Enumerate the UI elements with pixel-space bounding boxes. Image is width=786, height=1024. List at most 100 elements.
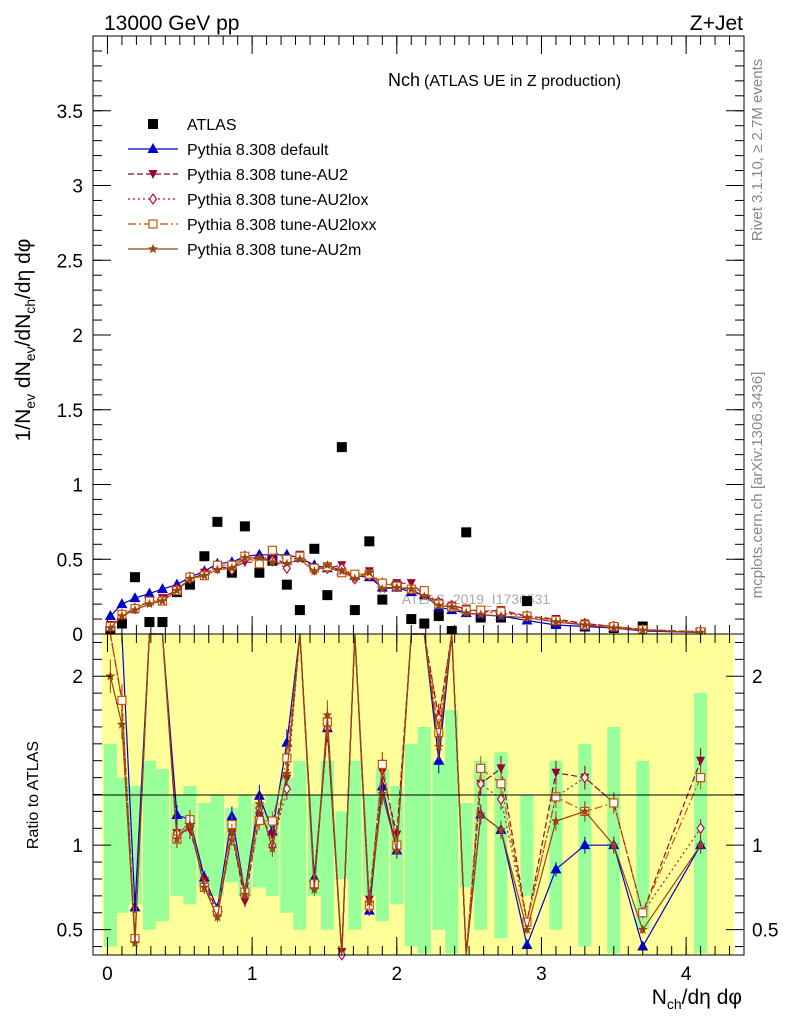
ratio-point	[579, 806, 590, 816]
legend-label: Pythia 8.308 tune-AU2	[187, 167, 348, 184]
data-point	[349, 605, 360, 616]
ratio-point	[267, 816, 277, 826]
ratio-point	[496, 779, 506, 789]
data-point	[406, 614, 417, 625]
ratio-point	[377, 759, 387, 769]
data-point	[116, 598, 128, 609]
header-right: Z+Jet	[690, 12, 743, 35]
data-point	[240, 552, 250, 562]
ratio-y-axis-label: Ratio to ATLAS	[25, 741, 42, 849]
ratio-point	[391, 845, 402, 855]
ratio-point	[212, 912, 223, 922]
ratio-point	[129, 901, 141, 912]
data-point	[239, 521, 250, 532]
data-point	[522, 596, 532, 607]
ratio-point	[696, 756, 706, 766]
ratio-point	[171, 809, 183, 820]
data-point	[406, 583, 417, 594]
y-tick-label: 2	[72, 326, 83, 347]
ratio-axes: 0.5 0.5 1 1 2 2 0 1 2 3 4	[57, 634, 778, 985]
stat-band	[142, 760, 156, 930]
stat-band	[293, 760, 307, 930]
y-tick-label: 3	[72, 177, 83, 198]
ratio-point	[267, 843, 278, 853]
ratio-point	[117, 695, 127, 705]
ratio-point	[521, 939, 533, 950]
ratio-point	[637, 924, 648, 934]
ratio-point	[117, 719, 127, 729]
data-point	[336, 566, 347, 576]
data-point	[157, 617, 168, 628]
data-point	[377, 594, 388, 605]
ratio-point	[254, 815, 264, 826]
data-point	[117, 610, 127, 621]
legend-entry: Pythia 8.308 tune-AU2lox	[128, 192, 368, 209]
data-point	[446, 626, 457, 637]
data-point	[551, 616, 561, 627]
stat-band	[549, 760, 563, 930]
y-tick-label: 0.5	[57, 550, 83, 571]
data-point	[364, 567, 375, 577]
ratio-point	[377, 788, 388, 798]
data-point	[129, 572, 140, 583]
legend-entry: Pythia 8.308 tune-AU2loxx	[128, 217, 376, 234]
ratio-point	[254, 798, 265, 809]
x-tick-label: 3	[536, 964, 547, 985]
data-point	[144, 617, 155, 628]
ratio-point	[282, 753, 292, 763]
ratio-point	[281, 768, 292, 778]
ratio-point	[695, 840, 706, 850]
stat-band	[155, 769, 169, 922]
ratio-tick-label-right: 2	[752, 667, 763, 688]
ratio-point	[185, 819, 195, 829]
data-point	[309, 566, 320, 576]
ratio-point	[240, 889, 250, 899]
main-axes: 0 0.5 1 1.5 2 2.5 3 3.5	[57, 36, 745, 646]
stat-band	[636, 760, 650, 930]
ratio-point	[496, 824, 506, 834]
ratio-point	[199, 882, 210, 892]
legend-entry: ATLAS	[148, 117, 237, 134]
ratio-point	[226, 827, 237, 837]
x-tick-label: 4	[681, 964, 692, 985]
data-point	[419, 591, 430, 601]
legend-label: Pythia 8.308 default	[187, 142, 329, 159]
ratio-point	[476, 763, 486, 773]
y-axis-label: 1/Nev dNev/dNch/dη dφ	[12, 239, 38, 442]
data-point	[254, 559, 264, 569]
ratio-point	[696, 822, 705, 835]
stat-band	[445, 710, 459, 954]
data-point	[475, 609, 486, 619]
data-point	[461, 607, 472, 618]
stat-band	[417, 726, 431, 954]
legend-marker	[148, 119, 158, 129]
ratio-point	[475, 809, 486, 819]
stat-band	[280, 777, 294, 913]
series-0	[105, 442, 706, 638]
stat-band	[115, 777, 129, 913]
ratio-point	[309, 884, 320, 894]
data-point	[130, 604, 140, 615]
legend-entry: Pythia 8.308 default	[128, 142, 329, 159]
data-point	[199, 551, 210, 562]
stat-band	[404, 743, 418, 947]
y-tick-label: 1	[72, 476, 83, 497]
data-point	[336, 442, 347, 453]
stat-band	[238, 794, 252, 896]
ratio-tick-label-right: 0.5	[752, 921, 778, 942]
ratio-point	[522, 924, 532, 934]
data-point	[267, 557, 278, 567]
data-point	[157, 595, 168, 606]
data-point	[185, 573, 195, 583]
data-point	[391, 582, 402, 592]
series-5	[105, 552, 706, 637]
ratio-point	[638, 908, 648, 918]
legend-marker	[148, 192, 158, 206]
ratio-tick-label: 1	[72, 836, 83, 857]
legend-entry: Pythia 8.308 tune-AU2m	[128, 242, 361, 259]
ratio-point	[551, 815, 561, 826]
ratio-point	[364, 897, 375, 907]
x-tick-label: 1	[247, 964, 258, 985]
data-point	[156, 583, 168, 594]
ratio-tick-label: 2	[72, 667, 83, 688]
